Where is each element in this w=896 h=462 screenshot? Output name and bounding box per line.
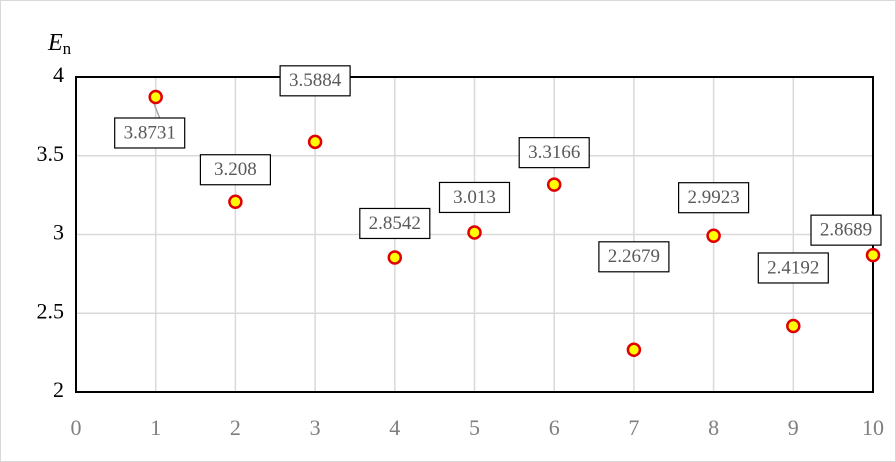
data-label: 2.4192 [767,257,819,278]
point [307,134,323,150]
data-label-box [114,117,186,149]
y-axis-label: En [47,30,72,58]
data-label: 3.208 [214,159,257,180]
x-tick-label: 6 [549,415,560,440]
x-tick-label: 0 [71,415,82,440]
x-tick-label: 7 [628,415,639,440]
y-tick-label: 4 [53,62,64,87]
data-label-box [279,65,351,97]
data-label-box [757,252,829,284]
data-label-box [199,154,271,186]
x-tick-label: 4 [389,415,400,440]
y-axis-label-subscript: n [63,39,72,58]
point [148,89,163,105]
point [228,194,243,209]
y-tick-label: 2.5 [37,298,65,323]
point [786,318,801,334]
x-tick-label: 5 [469,415,480,440]
point [467,225,482,240]
data-label: 2.8542 [369,213,421,234]
x-tick-label: 8 [708,415,719,440]
data-label-box [677,182,750,214]
data-label: 2.8689 [820,220,872,241]
data-label: 3.8731 [124,122,176,143]
x-tick-label: 2 [230,415,241,440]
data-label: 2.2679 [608,246,660,267]
y-tick-label: 3 [53,220,64,245]
y-axis-label-main: E [47,30,63,56]
x-tick-label: 9 [788,415,799,440]
y-tick-label: 2 [53,377,64,402]
point [626,342,642,358]
data-label: 3.5884 [289,70,342,91]
data-label-box [518,137,590,169]
point [546,177,562,192]
y-tick-label: 3.5 [37,141,65,166]
data-label-box [359,207,431,240]
point [865,247,881,263]
data-label: 2.9923 [687,187,739,208]
data-label-box [438,181,511,214]
leader-line [153,102,161,119]
point [706,228,721,243]
data-label-box [598,241,670,273]
point [387,250,403,265]
data-label: 3.3166 [528,142,580,163]
x-tick-label: 3 [310,415,321,440]
x-tick-label: 10 [862,415,884,440]
data-label: 3.013 [453,187,496,208]
data-label-box [810,214,882,246]
x-tick-label: 1 [150,415,161,440]
